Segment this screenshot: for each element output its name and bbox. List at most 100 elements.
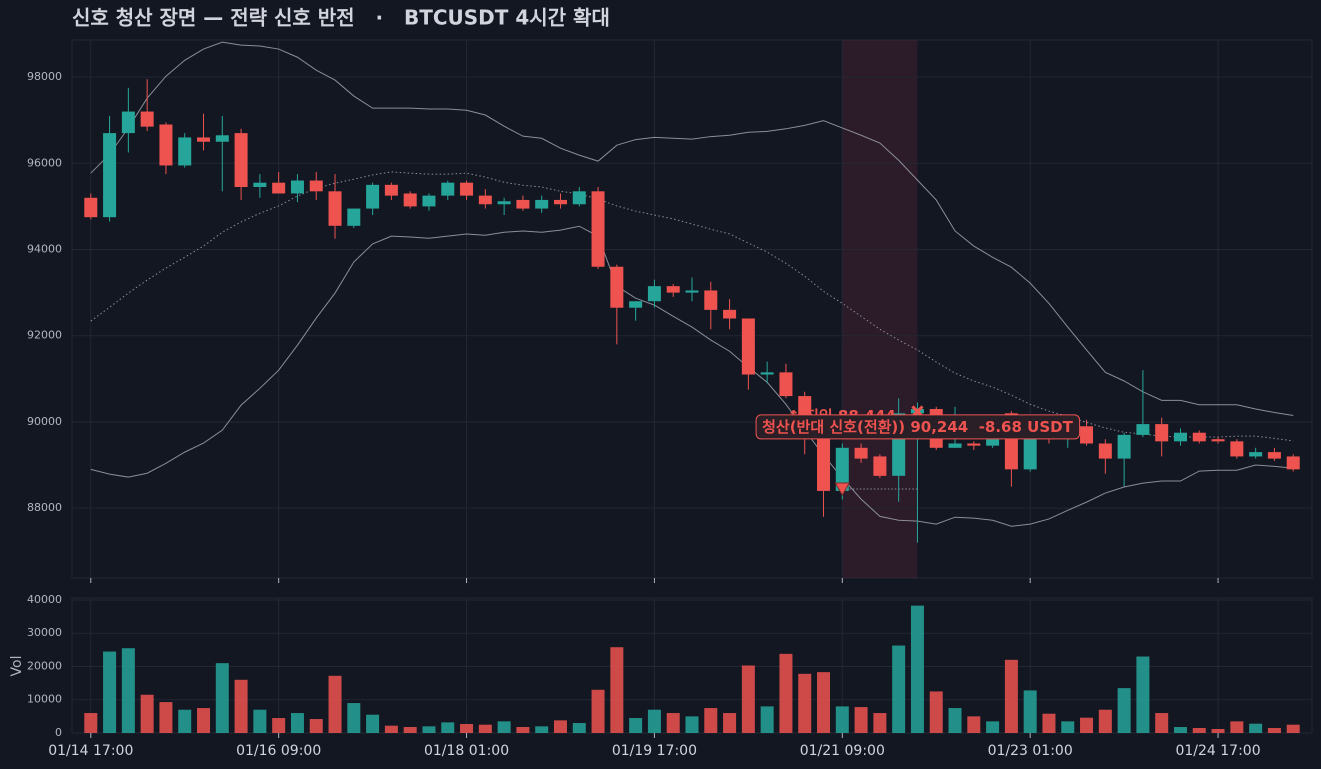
volume-bar xyxy=(140,694,154,733)
y-tick-label: 94000 xyxy=(27,243,62,256)
candle-body xyxy=(366,184,380,209)
volume-bar xyxy=(723,713,737,733)
candle-body xyxy=(1080,426,1094,444)
y-tick-label: 30000 xyxy=(27,626,62,639)
volume-bar xyxy=(535,726,549,733)
candle-body xyxy=(497,201,511,205)
exit-label-text: 청산(반대 신호(전환)) 90,244 -8.68 USDT xyxy=(762,418,1073,436)
volume-bar xyxy=(817,672,831,733)
candle-body xyxy=(84,197,98,218)
y-tick-label: 20000 xyxy=(27,659,62,672)
candle-body xyxy=(723,309,737,319)
price-panel xyxy=(71,39,1313,579)
candle-body xyxy=(666,286,680,293)
volume-bar xyxy=(1286,724,1300,733)
x-tick-label: 01/23 01:00 xyxy=(988,743,1073,759)
volume-bar xyxy=(629,718,643,733)
candle-body xyxy=(629,301,643,308)
volume-bar xyxy=(835,706,849,733)
volume-bar xyxy=(1136,656,1150,733)
candle-body xyxy=(535,199,549,209)
volume-bar xyxy=(1117,688,1131,733)
x-tick-label: 01/21 09:00 xyxy=(800,743,885,759)
x-tick-label: 01/16 09:00 xyxy=(236,743,321,759)
candle-body xyxy=(478,195,492,205)
candle-body xyxy=(647,286,661,302)
candle-body xyxy=(854,447,868,459)
candle-body xyxy=(460,182,474,196)
x-tick-label: 01/18 01:00 xyxy=(424,743,509,759)
volume-bar xyxy=(234,679,248,733)
volume-bar xyxy=(121,648,135,733)
volume-bar xyxy=(384,725,398,733)
candle-body xyxy=(1230,441,1244,457)
volume-bar xyxy=(910,605,924,733)
candle-body xyxy=(1098,443,1112,459)
candle-body xyxy=(121,111,135,134)
y-tick-label: 90000 xyxy=(27,415,62,428)
candle-body xyxy=(441,182,455,196)
candle-body xyxy=(422,195,436,207)
volume-bar xyxy=(272,718,286,733)
y-axis-label: Vol xyxy=(9,656,25,677)
candle-body xyxy=(197,137,211,142)
candle-body xyxy=(1173,432,1187,442)
candle-body xyxy=(1211,439,1225,442)
y-tick-label: 98000 xyxy=(27,70,62,83)
candle-body xyxy=(1023,434,1037,470)
candle-body xyxy=(215,135,229,142)
volume-bar xyxy=(1230,721,1244,733)
volume-bar xyxy=(1249,723,1263,733)
volume-bar xyxy=(1061,721,1075,733)
volume-bar xyxy=(779,653,793,733)
candle-body xyxy=(1192,432,1206,442)
candle-body xyxy=(272,182,286,194)
volume-bar xyxy=(403,727,417,733)
volume-bar xyxy=(553,720,567,733)
volume-bar xyxy=(422,726,436,733)
volume-bar xyxy=(967,716,981,733)
volume-bar xyxy=(1023,690,1037,733)
candle-body xyxy=(253,182,267,188)
volume-bar xyxy=(760,706,774,733)
volume-bar xyxy=(159,702,173,733)
volume-bar xyxy=(516,727,530,733)
y-tick-label: 10000 xyxy=(27,693,62,706)
volume-bar xyxy=(892,645,906,733)
candle-body xyxy=(1155,424,1169,442)
candle-body xyxy=(591,191,605,267)
volume-bar xyxy=(1042,713,1056,733)
volume-bar xyxy=(497,721,511,733)
highlight-band xyxy=(842,40,918,578)
volume-bar xyxy=(253,709,267,733)
volume-bar xyxy=(591,689,605,733)
volume-bar xyxy=(572,723,586,733)
volume-bar xyxy=(1080,717,1094,733)
volume-bar xyxy=(84,713,98,733)
candle-body xyxy=(103,133,117,218)
volume-bar xyxy=(929,691,943,733)
candle-body xyxy=(873,456,887,476)
candle-body xyxy=(967,443,981,446)
candle-body xyxy=(685,290,699,293)
volume-bar xyxy=(704,708,718,733)
volume-bar xyxy=(986,721,1000,733)
y-tick-label: 92000 xyxy=(27,329,62,342)
y-tick-label: 40000 xyxy=(27,593,62,606)
candle-body xyxy=(140,111,154,127)
candle-body xyxy=(779,372,793,397)
candle-body xyxy=(1267,452,1281,459)
volume-bar xyxy=(741,665,755,733)
candle-body xyxy=(347,208,361,226)
candle-body xyxy=(948,443,962,448)
volume-bar xyxy=(347,703,361,733)
band-line xyxy=(90,41,1294,416)
y-tick-label: 88000 xyxy=(27,501,62,514)
candle-body xyxy=(403,193,417,207)
volume-bar xyxy=(478,724,492,733)
volume-bar xyxy=(1098,709,1112,733)
volume-bar xyxy=(647,709,661,733)
candle-body xyxy=(309,180,323,192)
